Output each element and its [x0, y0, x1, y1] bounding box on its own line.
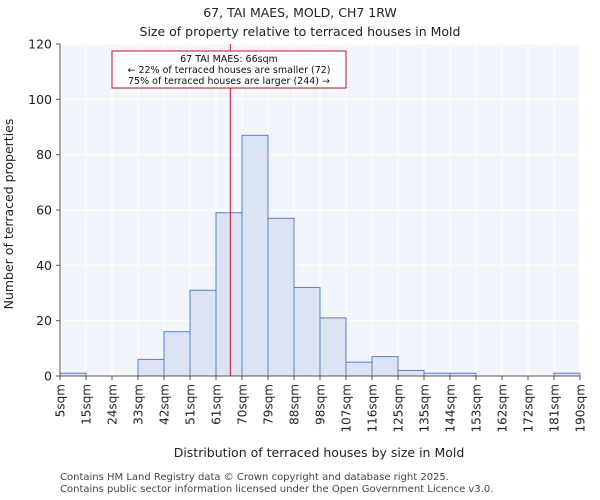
x-axis-label: Distribution of terraced houses by size … — [174, 445, 465, 460]
histogram-bar — [163, 331, 191, 377]
y-tick-label: 40 — [36, 258, 52, 273]
histogram-bar — [397, 369, 425, 377]
annotation-text: ← 22% of terraced houses are smaller (72… — [127, 65, 330, 76]
y-tick-label: 60 — [36, 203, 52, 218]
x-tick-label: 125sqm — [392, 384, 406, 432]
x-tick-label: 172sqm — [522, 384, 536, 432]
histogram-bar — [267, 217, 295, 377]
x-tick-label: 162sqm — [496, 384, 510, 432]
x-tick-label: 190sqm — [574, 384, 588, 432]
annotation-text: 67 TAI MAES: 66sqm — [180, 54, 278, 65]
x-tick-label: 144sqm — [444, 384, 458, 432]
histogram-bar — [241, 134, 269, 377]
histogram-bar — [319, 317, 347, 377]
footer-copyright: Contains HM Land Registry data © Crown c… — [60, 472, 449, 483]
chart-subtitle: Size of property relative to terraced ho… — [139, 24, 461, 39]
x-tick-label: 33sqm — [132, 384, 146, 425]
histogram-bar — [345, 361, 373, 377]
x-tick-label: 51sqm — [184, 384, 198, 425]
histogram-bar — [189, 289, 217, 377]
y-tick-label: 0 — [44, 369, 52, 384]
x-tick-label: 61sqm — [210, 384, 224, 425]
y-tick-label: 80 — [36, 147, 52, 162]
annotation-text: 75% of terraced houses are larger (244) … — [128, 76, 330, 87]
x-tick-label: 15sqm — [80, 384, 94, 425]
axes: 0 20 40 60 80 100 120 5sqm 15sqm 24sqm 33sqm 42sqm 5… — [28, 37, 587, 433]
x-tick-label: 42sqm — [158, 384, 172, 425]
y-tick-label: 120 — [28, 37, 52, 52]
marker: 67 TAI MAES: 66sqm← 22% of terraced hous… — [111, 44, 347, 376]
annotation-box — [111, 50, 347, 89]
histogram-bar — [215, 212, 243, 377]
y-axis-label: Number of terraced properties — [1, 119, 16, 310]
histogram-bar — [371, 356, 399, 377]
x-tick-label: 88sqm — [288, 384, 302, 425]
x-tick-label: 79sqm — [262, 384, 276, 425]
x-tick-label: 5sqm — [54, 384, 68, 417]
x-tick-label: 70sqm — [236, 384, 250, 425]
x-tick-label: 181sqm — [548, 384, 562, 432]
x-tick-label: 135sqm — [418, 384, 432, 432]
histogram-bar — [293, 286, 321, 377]
histogram-bar — [137, 358, 165, 377]
x-tick-label: 153sqm — [470, 384, 484, 432]
x-tick-label: 107sqm — [340, 384, 354, 432]
footer-licence: Contains public sector information licen… — [60, 484, 494, 495]
chart-title: 67, TAI MAES, MOLD, CH7 1RW — [203, 5, 397, 20]
x-tick-label: 116sqm — [366, 384, 380, 432]
y-tick-label: 100 — [28, 92, 52, 107]
y-tick-label: 20 — [36, 313, 52, 328]
bars — [59, 134, 581, 377]
x-tick-label: 98sqm — [314, 384, 328, 425]
x-tick-label: 24sqm — [106, 384, 120, 425]
